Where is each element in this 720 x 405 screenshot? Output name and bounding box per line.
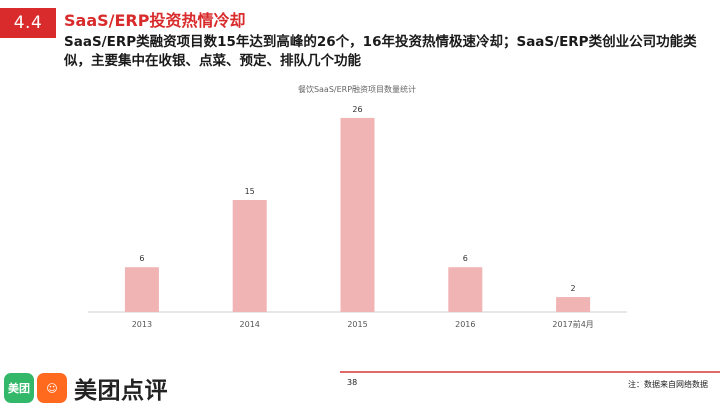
x-tick-label-1: 2014 — [240, 320, 260, 329]
bar-value-label-0: 6 — [139, 254, 144, 263]
bar-value-label-4: 2 — [571, 284, 576, 293]
bar-value-label-1: 15 — [245, 187, 255, 196]
bar-1 — [232, 200, 267, 312]
dianping-logo-icon: ☺ — [37, 373, 67, 403]
source-footnote: 注：数据来自网络数据 — [628, 380, 708, 389]
page-number: 38 — [347, 378, 358, 387]
section-number-badge: 4.4 — [0, 8, 56, 38]
chart-title: 餐饮SaaS/ERP融资项目数量统计 — [298, 84, 416, 94]
bar-4 — [556, 297, 591, 312]
bar-0 — [124, 267, 159, 312]
bar-value-label-2: 26 — [352, 105, 362, 114]
x-tick-label-2: 2015 — [347, 320, 367, 329]
x-tick-label-0: 2013 — [132, 320, 152, 329]
bar-2 — [340, 117, 375, 312]
bars-group — [124, 117, 591, 312]
brand-logo: 美团 ☺ 美团点评 — [4, 372, 168, 404]
x-tick-label-3: 2016 — [455, 320, 475, 329]
value-labels-group: 6 15 26 6 2 — [139, 105, 575, 293]
slide-title: SaaS/ERP投资热情冷却 — [64, 11, 246, 30]
tick-labels-group: 2013 2014 2015 2016 2017前4月 — [132, 319, 594, 329]
bar-3 — [448, 267, 483, 312]
slide-subtitle: SaaS/ERP类融资项目数15年达到高峰的26个，16年投资热情极速冷却；Sa… — [64, 34, 697, 69]
meituan-logo-icon: 美团 — [4, 373, 34, 403]
brand-name: 美团点评 — [74, 378, 168, 404]
footer-divider — [340, 371, 720, 373]
bar-value-label-3: 6 — [463, 254, 468, 263]
x-tick-label-4: 2017前4月 — [552, 319, 593, 329]
